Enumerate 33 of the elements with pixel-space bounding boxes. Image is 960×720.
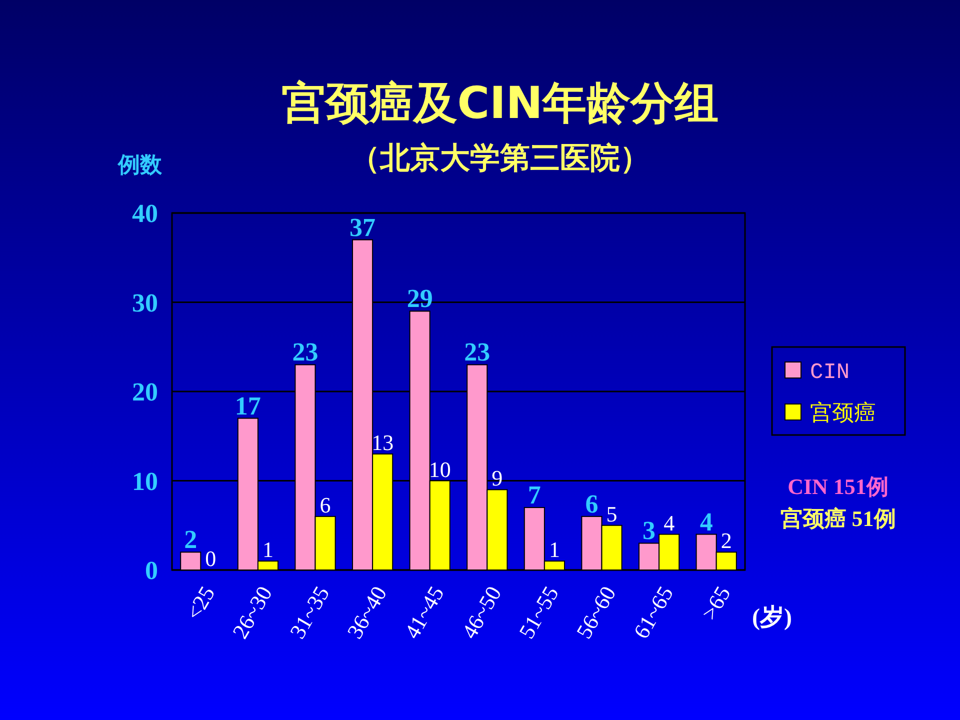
data-label: 2: [720, 528, 732, 554]
y-axis-title: 例数: [117, 153, 163, 178]
x-axis-title: (岁): [752, 604, 792, 631]
text: 宫颈癌 51例: [780, 506, 896, 531]
y-tick-label: 30: [132, 288, 158, 318]
data-label: 5: [606, 501, 618, 526]
data-label: 10: [428, 456, 451, 482]
text: CIN 151例: [788, 474, 888, 499]
legend-label: 宫颈癌: [810, 401, 876, 426]
data-label: 6: [585, 489, 598, 518]
y-tick-label: 40: [132, 199, 158, 228]
y-tick-label: 20: [132, 378, 158, 407]
data-label: 4: [700, 507, 713, 536]
data-label: 23: [292, 338, 318, 367]
data-label: 2: [184, 525, 198, 554]
x-tick-label: <25: [180, 582, 220, 624]
data-label: 37: [350, 212, 376, 242]
data-label: 17: [234, 391, 261, 420]
data-label: 1: [262, 537, 274, 562]
data-label: 6: [320, 492, 331, 518]
legend-label: CIN: [810, 360, 850, 385]
data-label: 3: [642, 516, 656, 546]
y-tick-label: 0: [145, 556, 158, 586]
data-label: 1: [548, 537, 560, 562]
data-label: 7: [528, 480, 541, 510]
data-label: 23: [464, 338, 490, 367]
data-label: 0: [205, 546, 216, 571]
chart-title: 宫颈癌及CIN年龄分组: [281, 78, 719, 129]
chart-subtitle: （北京大学第三医院）: [350, 141, 650, 176]
data-label: 4: [664, 510, 675, 536]
data-label: 13: [372, 430, 394, 455]
y-tick-label: 10: [132, 466, 158, 496]
x-tick-label: >65: [696, 582, 736, 624]
